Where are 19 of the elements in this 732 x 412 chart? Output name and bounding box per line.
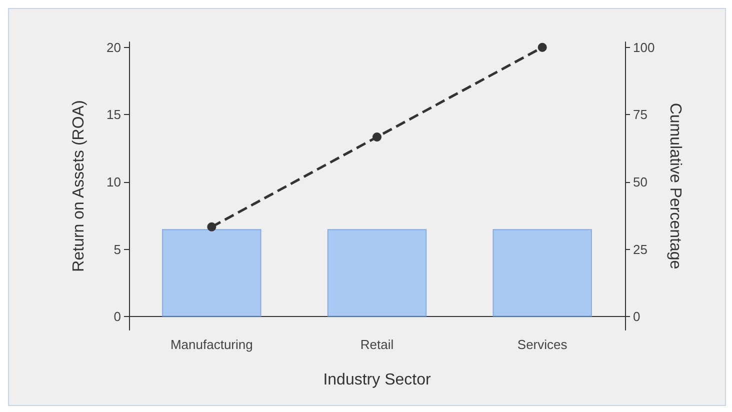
y-tick-label: 0 — [114, 309, 121, 324]
x-tick-label: Services — [517, 337, 568, 352]
y-axis-title: Return on Assets (ROA) — [70, 100, 88, 272]
x-tick-label: Retail — [360, 337, 394, 352]
y-tick-label: 10 — [106, 174, 121, 190]
y2-tick-label: 25 — [633, 242, 648, 257]
point — [538, 42, 547, 52]
y-tick-label: 5 — [114, 242, 121, 257]
point — [372, 132, 382, 142]
y2-tick-label: 100 — [633, 40, 655, 55]
y-tick-label: 20 — [106, 40, 121, 55]
point — [207, 222, 216, 232]
y2-axis-title: Cumulative Percentage — [666, 102, 684, 270]
y2-tick-label: 75 — [633, 107, 648, 122]
y2-tick-label: 0 — [633, 309, 640, 324]
x-tick-label: Manufacturing — [170, 337, 253, 352]
y2-tick-label: 50 — [633, 174, 648, 190]
y-tick-label: 15 — [106, 107, 121, 122]
x-axis-title: Industry Sector — [323, 372, 432, 388]
